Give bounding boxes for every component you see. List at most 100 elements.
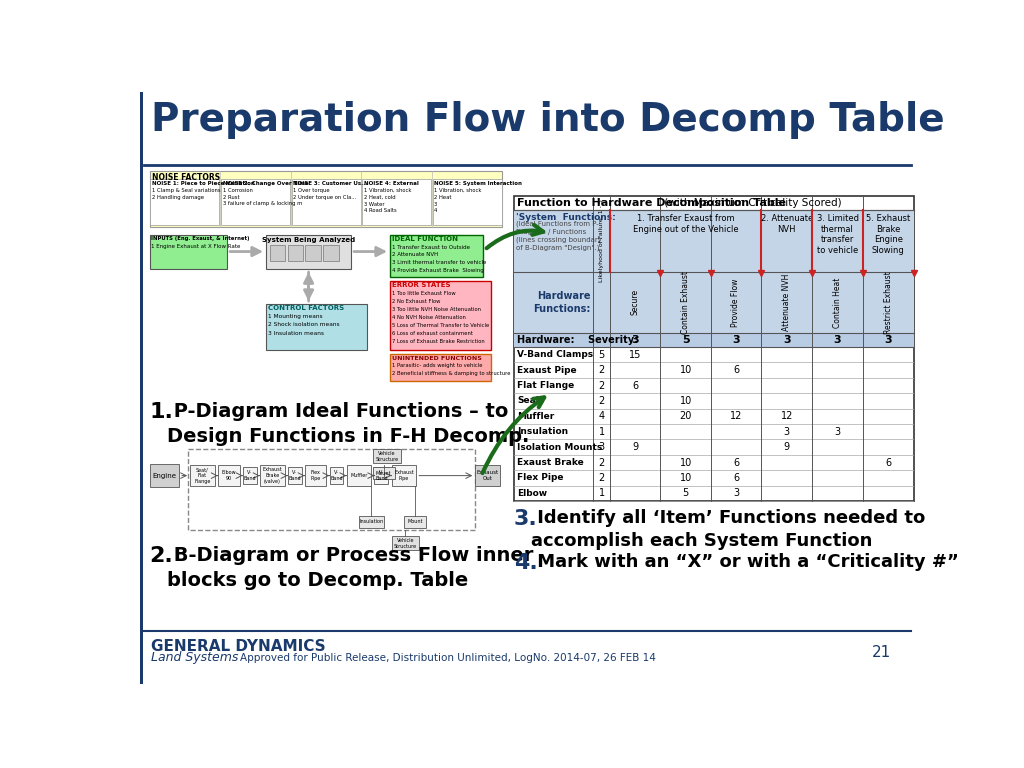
Bar <box>475 465 500 486</box>
Text: 12: 12 <box>730 412 742 422</box>
Text: 1: 1 <box>598 427 604 437</box>
Text: Preparation Flow into Decomp Table: Preparation Flow into Decomp Table <box>152 101 945 140</box>
Text: 2 Beneficial stiffness & damping to structure: 2 Beneficial stiffness & damping to stru… <box>391 371 510 376</box>
Text: 3: 3 <box>835 427 841 437</box>
Bar <box>150 464 179 487</box>
Text: V-
Band: V- Band <box>375 470 388 481</box>
Text: NOISE 5: System Interaction: NOISE 5: System Interaction <box>434 180 522 186</box>
Text: 2: 2 <box>598 458 604 468</box>
Text: 2 Under torque on Cla...: 2 Under torque on Cla... <box>293 194 356 200</box>
Bar <box>390 354 490 381</box>
Text: NOISE 2: Change Over Time: NOISE 2: Change Over Time <box>222 180 308 186</box>
Bar <box>330 467 343 484</box>
Text: Exhaust
Out: Exhaust Out <box>476 470 499 481</box>
Bar <box>390 281 490 350</box>
Text: 2 No Exhaust Flow: 2 No Exhaust Flow <box>391 299 440 304</box>
Text: 2 Handling damage: 2 Handling damage <box>152 194 204 200</box>
Text: Engine: Engine <box>153 472 176 478</box>
Text: Identify all ‘Item’ Functions needed to
accomplish each System Function: Identify all ‘Item’ Functions needed to … <box>531 508 926 551</box>
Bar <box>288 467 302 484</box>
Bar <box>514 333 913 347</box>
Text: 1 Mounting means: 1 Mounting means <box>267 314 323 319</box>
Text: P-Diagram Ideal Functions – to
Design Functions in F-H Decomp.: P-Diagram Ideal Functions – to Design Fu… <box>167 402 529 446</box>
Text: V-
Band: V- Band <box>289 470 301 481</box>
Text: Mark with an “X” or with a “Criticality #”: Mark with an “X” or with a “Criticality … <box>531 554 958 571</box>
Text: V-
Band: V- Band <box>244 470 256 481</box>
Text: 12: 12 <box>780 412 793 422</box>
Text: 2: 2 <box>598 396 604 406</box>
Text: Flex Pipe: Flex Pipe <box>517 473 563 482</box>
Text: 4.: 4. <box>514 554 538 574</box>
Text: 3 Water: 3 Water <box>364 201 384 207</box>
Text: V-Band Clamps: V-Band Clamps <box>517 350 593 359</box>
Text: Insulation: Insulation <box>517 427 568 436</box>
Text: 2 Attenuate NVH: 2 Attenuate NVH <box>391 253 437 257</box>
Text: Exhaust
Pipe: Exhaust Pipe <box>394 470 414 481</box>
Bar <box>391 537 420 551</box>
Bar <box>288 246 303 261</box>
Text: Seals: Seals <box>517 396 545 406</box>
Text: 3.: 3. <box>514 508 538 528</box>
Text: 3 Insulation means: 3 Insulation means <box>267 331 324 336</box>
Text: Mount: Mount <box>407 519 423 525</box>
Text: 7 Loss of Exhaust Brake Restriction: 7 Loss of Exhaust Brake Restriction <box>391 339 484 344</box>
Text: Elbow: Elbow <box>517 488 547 498</box>
Text: 6: 6 <box>733 458 739 468</box>
Text: 2 Rust: 2 Rust <box>222 194 240 200</box>
Bar <box>218 465 240 486</box>
Text: 5. Exhaust
Brake
Engine
Slowing: 5. Exhaust Brake Engine Slowing <box>866 214 910 255</box>
Text: Mount: Mount <box>376 471 391 476</box>
Text: Flex
Pipe: Flex Pipe <box>310 470 321 481</box>
Bar <box>362 179 431 225</box>
Bar <box>150 234 227 270</box>
Text: 6: 6 <box>733 365 739 375</box>
Text: IDEAL FUNCTION: IDEAL FUNCTION <box>391 236 458 242</box>
Bar <box>190 465 215 486</box>
Text: 1 Transfer Exaust to Outside: 1 Transfer Exaust to Outside <box>391 245 469 250</box>
Bar <box>373 449 400 463</box>
Bar <box>266 304 367 350</box>
Text: 4 Provide Exhaust Brake  Slowing: 4 Provide Exhaust Brake Slowing <box>391 268 483 273</box>
Text: 3: 3 <box>783 335 791 345</box>
Text: 10: 10 <box>680 473 692 483</box>
Text: GENERAL DYNAMICS: GENERAL DYNAMICS <box>152 639 326 654</box>
Text: 1 Vibration, shock: 1 Vibration, shock <box>364 187 411 193</box>
Text: B-Diagram or Process Flow inner
blocks go to Decomp. Table: B-Diagram or Process Flow inner blocks g… <box>167 547 534 591</box>
Text: Exhaust
Brake
(valve): Exhaust Brake (valve) <box>262 467 282 484</box>
Bar <box>270 246 286 261</box>
Text: 3: 3 <box>733 488 739 498</box>
Text: INPUTS (Eng. Exaust, & Internet): INPUTS (Eng. Exaust, & Internet) <box>152 236 250 241</box>
Text: 1: 1 <box>598 488 604 498</box>
Bar <box>324 246 339 261</box>
Text: 1 Parasitic- adds weight to vehicle: 1 Parasitic- adds weight to vehicle <box>391 363 482 368</box>
Text: 4: 4 <box>434 208 437 214</box>
Text: 10: 10 <box>680 396 692 406</box>
Bar <box>346 465 372 486</box>
Text: 3: 3 <box>632 335 639 345</box>
Text: Muffler: Muffler <box>350 473 368 478</box>
Text: 1.: 1. <box>150 402 174 422</box>
Text: Vehicle
Structure: Vehicle Structure <box>375 451 398 462</box>
Text: 2: 2 <box>598 473 604 483</box>
Bar <box>150 171 503 227</box>
Text: 3 Limit thermal transfer to vehicle: 3 Limit thermal transfer to vehicle <box>391 260 485 265</box>
Text: Elbow
90: Elbow 90 <box>221 470 237 481</box>
Text: Land Systems: Land Systems <box>152 651 239 664</box>
Text: Muffler: Muffler <box>517 412 554 421</box>
Text: 9: 9 <box>632 442 638 452</box>
Text: Exaust Pipe: Exaust Pipe <box>517 366 577 375</box>
Text: 6 Loss of exhaust containment: 6 Loss of exhaust containment <box>391 331 472 336</box>
Bar <box>305 246 321 261</box>
Bar <box>514 210 913 272</box>
Bar <box>151 179 219 225</box>
Text: Contain Heat: Contain Heat <box>833 277 842 328</box>
Text: 3: 3 <box>434 201 437 207</box>
Text: 4 No NVH Noise Attenuation: 4 No NVH Noise Attenuation <box>391 315 465 320</box>
Text: Secure: Secure <box>631 290 640 316</box>
Text: 9: 9 <box>783 442 790 452</box>
Text: Likelyhood of Failure: 1 - 5: Likelyhood of Failure: 1 - 5 <box>599 200 604 282</box>
Text: NOISE 3: Customer Us...: NOISE 3: Customer Us... <box>293 180 368 186</box>
Bar <box>373 467 394 479</box>
Bar <box>403 515 426 528</box>
Text: 3: 3 <box>885 335 892 345</box>
